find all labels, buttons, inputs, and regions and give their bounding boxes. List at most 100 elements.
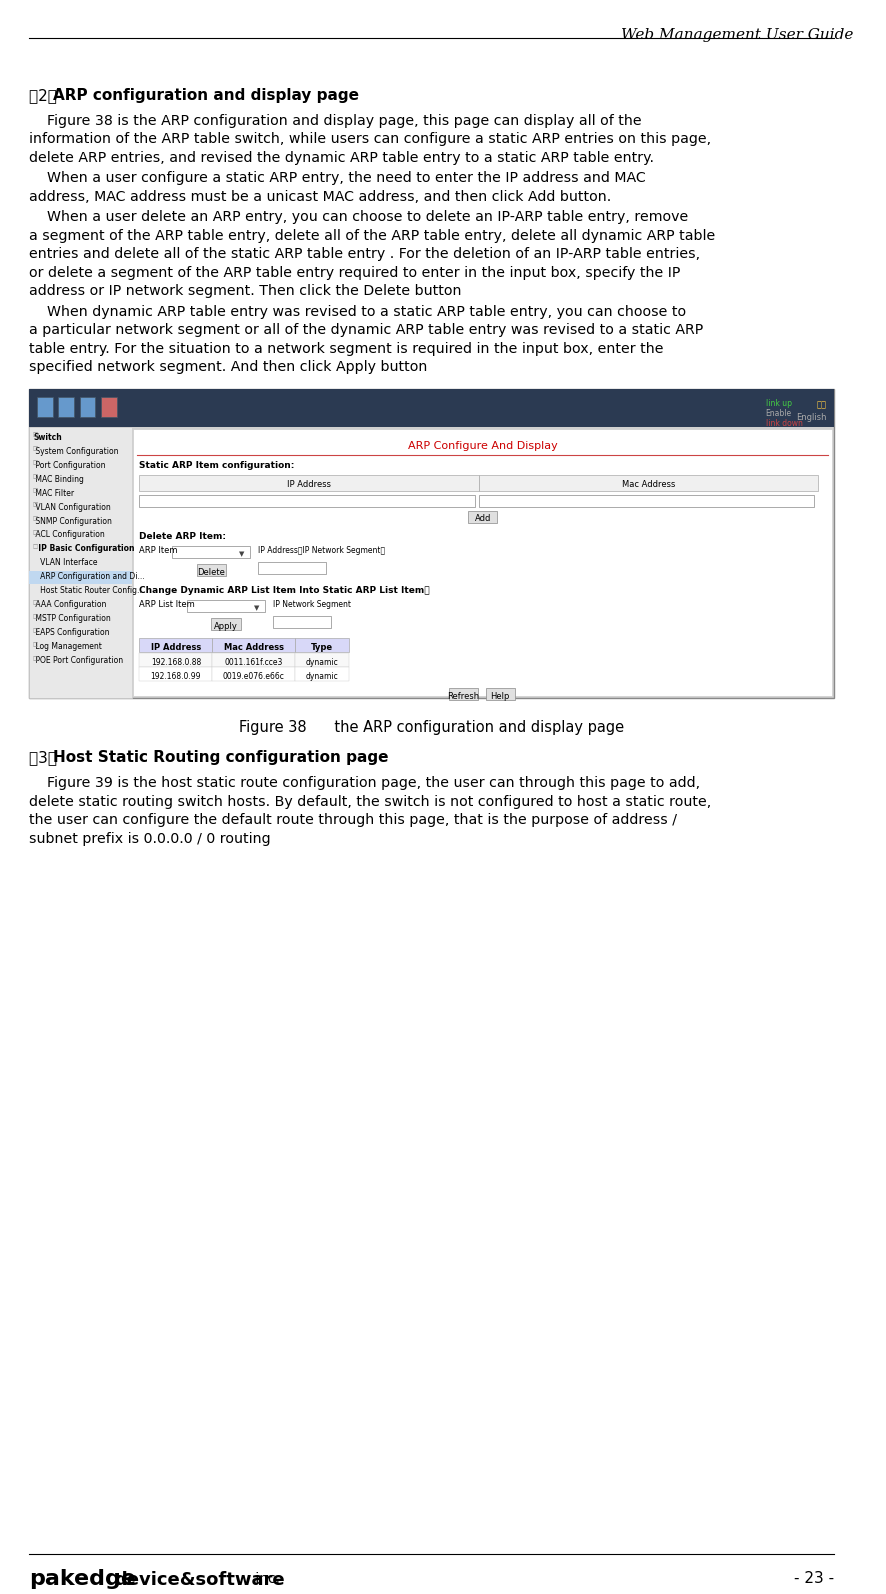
Text: ▼: ▼ [253, 606, 259, 612]
FancyBboxPatch shape [173, 547, 251, 558]
Text: EAPS Configuration: EAPS Configuration [33, 628, 110, 638]
Text: link down: link down [766, 419, 803, 427]
FancyBboxPatch shape [448, 689, 478, 700]
FancyBboxPatch shape [58, 397, 74, 416]
Text: dynamic: dynamic [306, 658, 338, 666]
Text: delete static routing switch hosts. By default, the switch is not configured to : delete static routing switch hosts. By d… [29, 795, 711, 808]
Text: or delete a segment of the ARP table entry required to enter in the input box, s: or delete a segment of the ARP table ent… [29, 266, 680, 279]
FancyBboxPatch shape [80, 397, 96, 416]
FancyBboxPatch shape [101, 397, 117, 416]
Text: subnet prefix is 0.0.0.0 / 0 routing: subnet prefix is 0.0.0.0 / 0 routing [29, 832, 271, 846]
Text: a segment of the ARP table entry, delete all of the ARP table entry, delete all : a segment of the ARP table entry, delete… [29, 230, 716, 242]
Text: IP Address: IP Address [287, 480, 331, 489]
Text: （2）: （2） [29, 88, 62, 104]
Text: □: □ [32, 628, 37, 633]
Text: Delete ARP Item:: Delete ARP Item: [139, 532, 226, 542]
FancyBboxPatch shape [139, 638, 213, 652]
Text: □: □ [32, 446, 37, 451]
FancyBboxPatch shape [139, 494, 475, 507]
Text: System Configuration: System Configuration [33, 446, 119, 456]
Text: Change Dynamic ARP List Item Into Static ARP List Item：: Change Dynamic ARP List Item Into Static… [139, 587, 430, 596]
Text: the user can configure the default route through this page, that is the purpose : the user can configure the default route… [29, 813, 677, 827]
Text: Figure 38      the ARP configuration and display page: Figure 38 the ARP configuration and disp… [239, 720, 624, 735]
Text: When dynamic ARP table entry was revised to a static ARP table entry, you can ch: When dynamic ARP table entry was revised… [29, 304, 687, 319]
FancyBboxPatch shape [213, 668, 295, 681]
Text: When a user delete an ARP entry, you can choose to delete an IP-ARP table entry,: When a user delete an ARP entry, you can… [29, 210, 688, 225]
Text: ▼: ▼ [239, 552, 245, 558]
Text: ARP configuration and display page: ARP configuration and display page [52, 88, 359, 104]
Text: Mac Address: Mac Address [622, 480, 675, 489]
Text: Help: Help [491, 692, 510, 701]
Text: 192.168.0.99: 192.168.0.99 [151, 671, 201, 681]
Text: 0011.161f.cce3: 0011.161f.cce3 [224, 658, 283, 666]
Text: delete ARP entries, and revised the dynamic ARP table entry to a static ARP tabl: delete ARP entries, and revised the dyna… [29, 151, 654, 164]
Text: ARP Item: ARP Item [139, 547, 178, 555]
Text: Switch: Switch [33, 432, 62, 442]
Text: Host Static Router Config...: Host Static Router Config... [33, 587, 144, 596]
Text: address or IP network segment. Then click the Delete button: address or IP network segment. Then clic… [29, 284, 462, 298]
Text: link up: link up [766, 398, 792, 408]
Text: MSTP Configuration: MSTP Configuration [33, 614, 111, 623]
Text: □: □ [32, 516, 37, 521]
Text: IP Basic Configuration: IP Basic Configuration [33, 545, 135, 553]
Text: Static ARP Item configuration:: Static ARP Item configuration: [139, 461, 295, 470]
Text: Web Management User Guide: Web Management User Guide [621, 29, 853, 41]
Text: IP Network Segment: IP Network Segment [273, 601, 351, 609]
FancyBboxPatch shape [213, 654, 295, 668]
Text: □: □ [32, 657, 37, 662]
Text: ACL Configuration: ACL Configuration [33, 531, 105, 539]
Text: Apply: Apply [214, 622, 238, 631]
FancyBboxPatch shape [139, 668, 213, 681]
FancyBboxPatch shape [258, 563, 326, 574]
Text: entries and delete all of the static ARP table entry . For the deletion of an IP: entries and delete all of the static ARP… [29, 247, 700, 261]
Text: □: □ [32, 601, 37, 606]
Text: Refresh: Refresh [447, 692, 479, 701]
Text: □: □ [32, 545, 37, 550]
Text: SNMP Configuration: SNMP Configuration [33, 516, 112, 526]
Text: Enable: Enable [766, 408, 792, 418]
FancyBboxPatch shape [29, 389, 834, 698]
FancyBboxPatch shape [139, 475, 478, 491]
Text: IP Address（IP Network Segment）: IP Address（IP Network Segment） [258, 547, 385, 555]
Text: □: □ [32, 488, 37, 494]
FancyBboxPatch shape [37, 397, 52, 416]
Text: MAC Filter: MAC Filter [33, 488, 74, 497]
FancyBboxPatch shape [197, 564, 226, 577]
Text: table entry. For the situation to a network segment is required in the input box: table entry. For the situation to a netw… [29, 341, 664, 355]
Text: □: □ [32, 642, 37, 647]
FancyBboxPatch shape [295, 668, 349, 681]
Text: AAA Configuration: AAA Configuration [33, 601, 106, 609]
Text: Delete: Delete [198, 567, 225, 577]
FancyBboxPatch shape [134, 429, 832, 697]
Text: □: □ [32, 475, 37, 480]
Text: a particular network segment or all of the dynamic ARP table entry was revised t: a particular network segment or all of t… [29, 324, 703, 338]
Text: Host Static Routing configuration page: Host Static Routing configuration page [52, 751, 388, 765]
FancyBboxPatch shape [468, 510, 497, 523]
Text: device&software: device&software [114, 1570, 284, 1589]
Text: Figure 38 is the ARP configuration and display page, this page can display all o: Figure 38 is the ARP configuration and d… [29, 113, 641, 128]
Text: information of the ARP table switch, while users can configure a static ARP entr: information of the ARP table switch, whi… [29, 132, 711, 147]
FancyBboxPatch shape [295, 638, 349, 652]
Text: English: English [796, 413, 826, 421]
Text: IP Address: IP Address [151, 642, 201, 652]
Text: MAC Binding: MAC Binding [33, 475, 84, 483]
Text: address, MAC address must be a unicast MAC address, and then click Add button.: address, MAC address must be a unicast M… [29, 190, 611, 204]
FancyBboxPatch shape [295, 654, 349, 668]
FancyBboxPatch shape [187, 601, 265, 612]
Text: 中文: 中文 [816, 400, 826, 410]
FancyBboxPatch shape [212, 618, 241, 630]
Text: dynamic: dynamic [306, 671, 338, 681]
Text: Add: Add [475, 513, 491, 523]
Text: When a user configure a static ARP entry, the need to enter the IP address and M: When a user configure a static ARP entry… [29, 171, 646, 185]
Text: Log Management: Log Management [33, 642, 102, 652]
Text: pakedge: pakedge [29, 1568, 136, 1589]
Text: specified network segment. And then click Apply button: specified network segment. And then clic… [29, 360, 428, 375]
Text: POE Port Configuration: POE Port Configuration [33, 657, 123, 665]
FancyBboxPatch shape [486, 689, 515, 700]
Text: 0019.e076.e66c: 0019.e076.e66c [223, 671, 284, 681]
FancyBboxPatch shape [29, 572, 131, 585]
Text: 192.168.0.88: 192.168.0.88 [151, 658, 201, 666]
FancyBboxPatch shape [478, 475, 819, 491]
Text: ARP List Item: ARP List Item [139, 601, 195, 609]
Text: Mac Address: Mac Address [224, 642, 284, 652]
